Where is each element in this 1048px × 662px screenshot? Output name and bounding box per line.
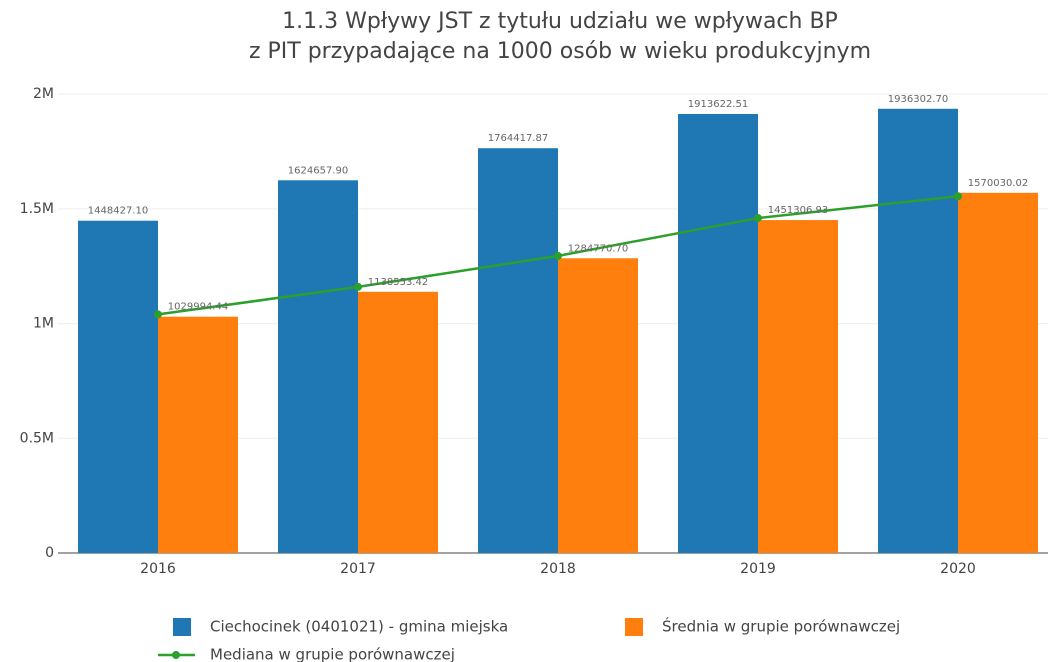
line-marker xyxy=(754,214,762,223)
legend-swatch xyxy=(173,618,191,636)
data-label: 1138553.42 xyxy=(368,277,428,288)
bar xyxy=(558,258,638,553)
line-marker xyxy=(554,251,562,260)
bar xyxy=(478,148,558,553)
data-label: 1448427.10 xyxy=(88,206,148,217)
line-marker xyxy=(354,282,362,291)
legend-label: Mediana w grupie porównawczej xyxy=(210,646,455,662)
line-marker xyxy=(954,192,962,201)
bar xyxy=(878,108,958,554)
y-tick-label: 2M xyxy=(33,86,54,102)
bar xyxy=(758,220,838,554)
legend-swatch xyxy=(625,618,643,636)
bar xyxy=(678,113,758,553)
legend-label: Ciechocinek (0401021) - gmina miejska xyxy=(210,618,508,636)
line-marker xyxy=(154,310,162,319)
bar xyxy=(158,316,238,553)
y-tick-label: 0.5M xyxy=(20,430,54,446)
data-label: 1284770.70 xyxy=(568,243,628,254)
y-tick-label: 1.5M xyxy=(20,201,54,217)
data-label: 1913622.51 xyxy=(688,99,748,110)
chart-title: 1.1.3 Wpływy JST z tytułu udziału we wpł… xyxy=(282,9,838,34)
data-label: 1936302.70 xyxy=(888,94,948,105)
data-label: 1570030.02 xyxy=(968,178,1028,189)
chart-title: z PIT przypadające na 1000 osób w wieku … xyxy=(249,39,871,64)
bar xyxy=(78,220,158,553)
bar xyxy=(358,291,438,553)
x-tick-label: 2016 xyxy=(140,561,176,577)
bar xyxy=(278,180,358,553)
data-label: 1029994.44 xyxy=(168,302,228,313)
x-tick-label: 2017 xyxy=(340,561,376,577)
data-label: 1764417.87 xyxy=(488,133,548,144)
legend-swatch xyxy=(172,651,180,659)
x-tick-label: 2019 xyxy=(740,561,776,577)
data-label: 1451306.93 xyxy=(768,205,828,216)
x-tick-label: 2018 xyxy=(540,561,576,577)
legend-label: Średnia w grupie porównawczej xyxy=(662,617,900,636)
y-tick-label: 1M xyxy=(33,316,54,332)
bar xyxy=(958,192,1038,553)
x-tick-label: 2020 xyxy=(940,561,976,577)
data-label: 1624657.90 xyxy=(288,165,348,176)
y-tick-label: 0 xyxy=(45,545,54,561)
